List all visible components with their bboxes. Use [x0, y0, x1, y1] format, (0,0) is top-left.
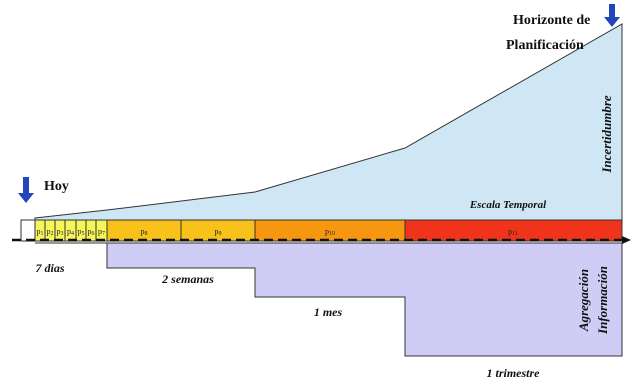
today-arrow-icon	[18, 177, 34, 203]
period-label-9: p9	[215, 227, 222, 237]
uncertainty-area	[34, 23, 623, 221]
horizon-arrow-icon	[604, 4, 620, 27]
period-label-5: p5	[78, 227, 85, 237]
uncertainty-label: Incertidumbre	[599, 95, 614, 174]
today-label: Hoy	[44, 179, 69, 194]
time-scale-label: Escala Temporal	[469, 199, 547, 211]
horizon-label-line1: Horizonte de	[513, 13, 590, 28]
period-label-6: p6	[88, 227, 95, 237]
today-cell	[20, 219, 36, 242]
aggregation-label-line2: Información	[595, 266, 610, 335]
period-label-8: p8	[141, 227, 148, 237]
period-label-1: p1	[37, 227, 44, 237]
period-cell-11	[404, 219, 623, 242]
step-label-1-trimestre: 1 trimestre	[487, 366, 541, 380]
time-scale-bar	[20, 219, 623, 242]
step-label-1-mes: 1 mes	[314, 305, 343, 319]
period-label-3: p3	[57, 227, 64, 237]
period-label-11: p11	[508, 227, 518, 237]
period-label-7: p7	[98, 227, 105, 237]
period-label-10: p10	[325, 227, 335, 237]
time-axis-arrowhead	[622, 236, 631, 244]
step-label-2-semanas: 2 semanas	[161, 272, 214, 286]
step-label-7-dias: 7 dias	[35, 261, 64, 275]
aggregation-area	[35, 242, 623, 357]
period-label-2: p2	[47, 227, 54, 237]
horizon-label-line2: Planificación	[506, 38, 584, 53]
period-label-4: p4	[67, 227, 74, 237]
aggregation-label-line1: Agregación	[576, 269, 591, 332]
